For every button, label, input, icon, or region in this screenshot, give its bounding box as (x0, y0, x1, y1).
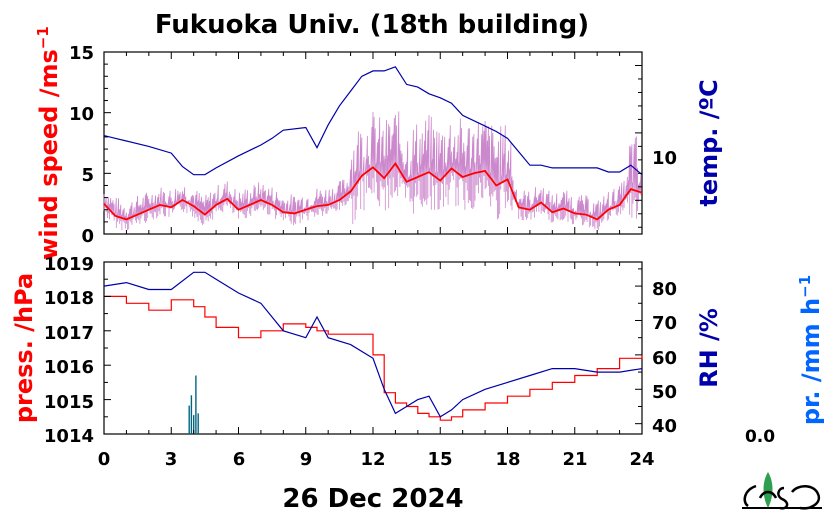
rh-axis-title: RH /% (695, 308, 723, 388)
wind-speed-axis-title: wind speed /ms−1 (34, 26, 63, 260)
x-tick-label: 9 (300, 449, 313, 470)
bottom-left-tick-label: 1014 (44, 426, 94, 447)
x-tick-label: 0 (98, 449, 111, 470)
bottom-right-tick-label: 80 (652, 279, 677, 300)
pressure-line (104, 295, 643, 421)
x-tick-label: 21 (562, 449, 587, 470)
wind-speed-axis-title-text: wind speed /ms (35, 49, 63, 260)
top-left-tick-label: 0 (81, 226, 94, 247)
x-tick-label: 3 (165, 449, 178, 470)
humidity-line (103, 271, 643, 418)
top-left-tick-label: 5 (81, 165, 94, 186)
x-tick-label: 18 (495, 449, 520, 470)
x-tick-label: 12 (360, 449, 385, 470)
precip-axis-title-text: pr. /mm h (797, 298, 825, 425)
bottom-right-tick-label: 50 (652, 382, 677, 403)
bottom-left-tick-label: 1017 (44, 323, 94, 344)
bottom-right-tick-label: 60 (652, 348, 677, 369)
bottom-left-tick-label: 1016 (44, 357, 94, 378)
wind-gust-trace (103, 111, 642, 231)
bottom-left-tick-label: 1019 (44, 254, 94, 275)
university-logo (742, 472, 822, 510)
x-tick-label: 6 (233, 449, 246, 470)
x-tick-label: 24 (629, 449, 654, 470)
chart-title: Fukuoka Univ. (18th building) (155, 10, 589, 40)
top-left-tick-label: 15 (69, 43, 94, 64)
bottom-series-group (103, 271, 643, 434)
precip-total-value: 0.0 (745, 427, 775, 447)
bottom-left-tick-label: 1018 (44, 288, 94, 309)
precip-axis-title: pr. /mm h−1 (796, 275, 825, 425)
temp-axis-title: temp. /ºC (695, 79, 723, 206)
x-tick-label: 15 (427, 449, 452, 470)
bottom-right-tick-label: 70 (652, 313, 677, 334)
date-label: 26 Dec 2024 (282, 484, 463, 514)
top-left-tick-label: 10 (69, 104, 94, 125)
wind-speed-axis-title-sup: −1 (34, 26, 52, 49)
top-series-group (103, 66, 643, 231)
precip-axis-title-sup: −1 (796, 275, 814, 298)
tick-marks-group (103, 51, 643, 435)
temperature-line (103, 66, 643, 176)
wind-speed-line (103, 162, 643, 221)
bottom-left-tick-label: 1015 (44, 392, 94, 413)
bottom-right-tick-label: 40 (652, 416, 677, 437)
top-right-tick-label: 10 (652, 148, 677, 169)
pressure-axis-title: press. /hPa (10, 273, 38, 423)
